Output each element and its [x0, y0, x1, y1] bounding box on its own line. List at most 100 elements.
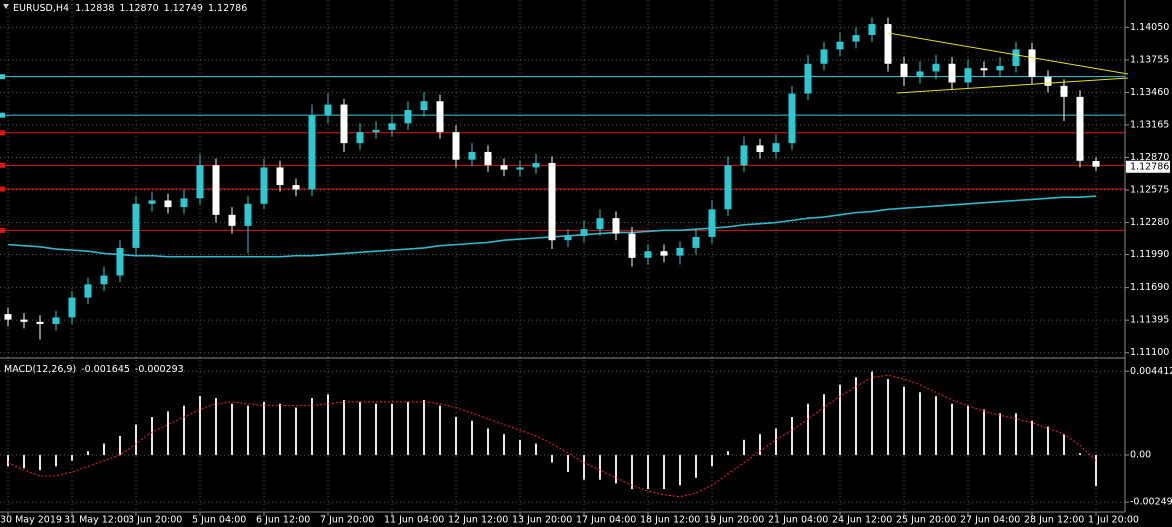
x-tick-label: 21 Jun 04:00 [768, 515, 828, 526]
y-tick-label: 1.12280 [1130, 217, 1169, 228]
candle-body [308, 115, 316, 190]
y-tick-label: 1.11990 [1130, 249, 1169, 260]
candle-body [484, 151, 492, 166]
candle-body [164, 200, 172, 208]
trendline [896, 77, 1129, 94]
candle-body [660, 251, 668, 256]
candle-body [180, 198, 188, 208]
candle-body [628, 233, 636, 258]
candle-body [804, 63, 812, 94]
candle-body [948, 63, 956, 83]
level-marker [0, 112, 5, 118]
candle-body [212, 165, 220, 215]
x-tick-label: 27 Jun 04:00 [960, 515, 1020, 526]
candle-body [388, 123, 396, 130]
candle-body [676, 247, 684, 256]
candle-body [1060, 85, 1068, 97]
candle-body [356, 132, 364, 144]
candle-body [516, 167, 524, 170]
candle-body [964, 68, 972, 83]
candle-body [1076, 96, 1084, 161]
candle-body [564, 235, 572, 241]
level-marker [0, 74, 5, 80]
y-tick-label: 1.11100 [1130, 347, 1169, 358]
y-tick-label: 1.12870 [1130, 152, 1169, 163]
level-marker [0, 227, 5, 233]
candle-body [692, 236, 700, 248]
signal-line [7, 374, 1097, 498]
y-tick-label: 1.13755 [1130, 54, 1169, 65]
candle-body [260, 167, 268, 204]
x-tick-label: 18 Jun 12:00 [640, 515, 700, 526]
trendline [887, 32, 1129, 75]
close-value: 1.12786 [208, 3, 247, 14]
macd-title: MACD(12,26,9) [4, 364, 76, 375]
y-tick-label: 1.13165 [1130, 119, 1169, 130]
candle-body [884, 24, 892, 64]
candle-body [788, 93, 796, 144]
candle-body [20, 319, 28, 322]
candle-body [324, 104, 332, 116]
y-tick-label: 0.00 [1130, 449, 1151, 460]
candle-body [100, 275, 108, 285]
candle-body [708, 209, 716, 237]
candle-body [340, 104, 348, 144]
candle-body [1092, 161, 1100, 167]
candle-body [836, 41, 844, 50]
candle-body [292, 185, 300, 190]
x-tick-label: 3 Jun 20:00 [128, 515, 182, 526]
candle-body [532, 163, 540, 168]
candle-body [724, 165, 732, 210]
candle-body [1028, 49, 1036, 77]
level-marker [0, 162, 5, 168]
candle-body [820, 49, 828, 64]
candle-body [116, 247, 124, 276]
x-tick-label: 1 Jul 20:00 [1088, 515, 1139, 526]
low-value: 1.12749 [164, 3, 203, 14]
candle-body [196, 165, 204, 199]
candle-body [404, 110, 412, 124]
candle-body [1044, 76, 1052, 86]
candle-body [372, 129, 380, 133]
candle-body [276, 167, 284, 186]
candle-body [852, 35, 860, 42]
candle-body [4, 314, 12, 320]
candle-body [612, 218, 620, 234]
macd-value: -0.001645 [81, 364, 130, 375]
candle-body [1012, 49, 1020, 66]
candle-body [148, 200, 156, 204]
y-tick-label: 1.11395 [1130, 315, 1169, 326]
candle-body [468, 151, 476, 160]
level-layer [0, 74, 1125, 233]
price-tag-box [1126, 160, 1170, 173]
candle-body [36, 321, 44, 325]
candle-body [644, 251, 652, 258]
candle-body [932, 63, 940, 72]
level-marker [0, 186, 5, 192]
candle-body [228, 214, 236, 226]
x-tick-label: 25 Jun 20:00 [896, 515, 956, 526]
candle-body [772, 143, 780, 152]
candle-body [756, 145, 764, 152]
mark-layer [4, 17, 1100, 498]
macd-header: MACD(12,26,9) -0.001645 -0.000293 [4, 364, 184, 375]
candle-body [436, 101, 444, 133]
x-tick-label: 30 May 2019 [0, 515, 62, 526]
candle-body [244, 203, 252, 226]
x-tick-label: 24 Jun 12:00 [832, 515, 892, 526]
candle-body [548, 163, 556, 241]
y-tick-label: 1.14050 [1130, 22, 1169, 33]
candle-body [916, 71, 924, 77]
x-tick-label: 31 May 12:00 [64, 515, 129, 526]
high-value: 1.12870 [119, 3, 158, 14]
price-tag: 1.12786 [1130, 161, 1169, 172]
candle-body [68, 297, 76, 318]
candle-body [868, 24, 876, 36]
candle-body [580, 229, 588, 236]
candle-body [420, 101, 428, 111]
y-tick-label: 1.13460 [1130, 87, 1169, 98]
symbol: EURUSD,H4 [13, 3, 69, 14]
candle-body [740, 145, 748, 166]
x-tick-label: 6 Jun 12:00 [256, 515, 310, 526]
